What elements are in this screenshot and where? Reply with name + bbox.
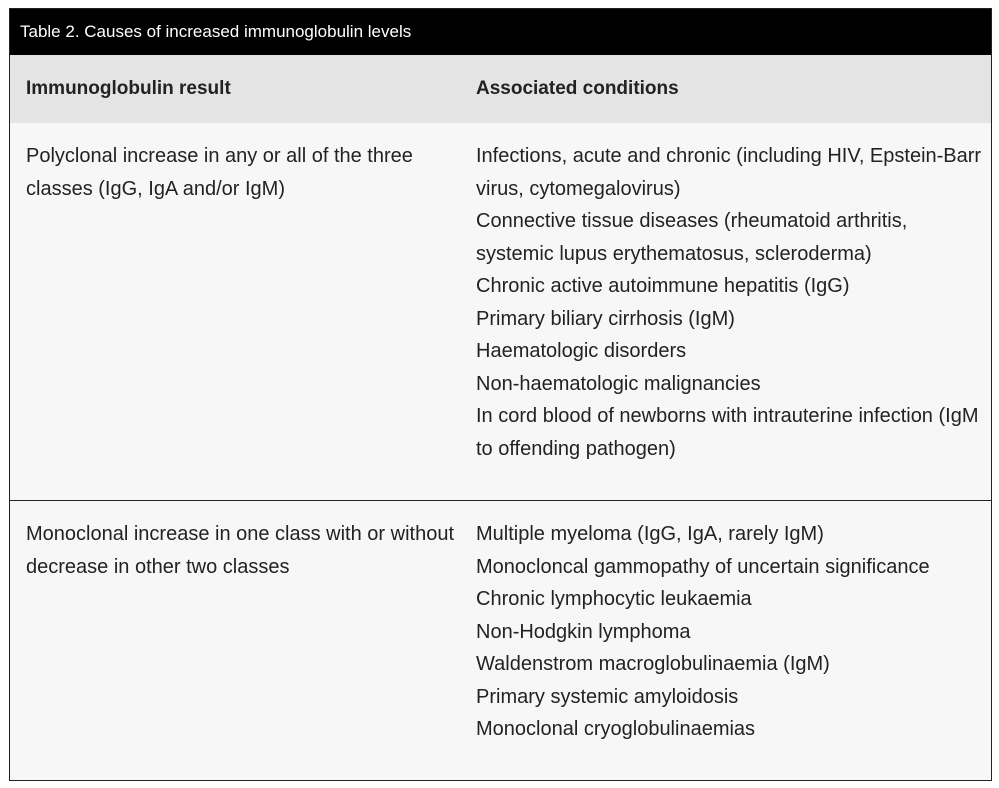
condition-item: Primary systemic amyloidosis [476,685,739,708]
conditions-cell: Infections, acute and chronic (including… [476,140,986,465]
condition-item: Monoclonal cryoglobulinaemias [476,718,756,740]
immunoglobulin-table: Table 2. Causes of increased immunoglobu… [9,8,992,781]
conditions-cell: Multiple myeloma (IgG, IgA, rarely IgM) … [476,518,986,746]
condition-item: Infections, acute and chronic (including… [476,145,982,200]
condition-item: Non-haematologic malignancies [476,372,761,395]
condition-item: Multiple myeloma (IgG, IgA, rarely IgM) [476,523,824,545]
condition-item: Monocloncal gammopathy of uncertain sign… [476,555,930,578]
condition-item: Chronic active autoimmune hepatitis (IgG… [476,275,850,297]
table-caption: Table 2. Causes of increased immunoglobu… [10,9,991,55]
table-header-row: Immunoglobulin result Associated conditi… [10,55,991,123]
table-row: Polyclonal increase in any or all of the… [10,123,991,501]
condition-item: Connective tissue diseases (rheumatoid a… [476,210,908,265]
condition-item: In cord blood of newborns with intrauter… [476,405,979,460]
condition-item: Non-Hodgkin lymphoma [476,620,691,643]
condition-item: Chronic lymphocytic leukaemia [476,588,752,610]
result-cell: Monoclonal increase in one class with or… [26,523,454,578]
header-immunoglobulin-result: Immunoglobulin result [26,78,231,99]
result-cell: Polyclonal increase in any or all of the… [26,145,413,200]
header-associated-conditions: Associated conditions [476,78,679,99]
condition-item: Haematologic disorders [476,340,687,362]
condition-item: Primary biliary cirrhosis (IgM) [476,307,735,330]
condition-item: Waldenstrom macroglobulinaemia (IgM) [476,653,830,675]
table-row: Monoclonal increase in one class with or… [10,501,991,780]
